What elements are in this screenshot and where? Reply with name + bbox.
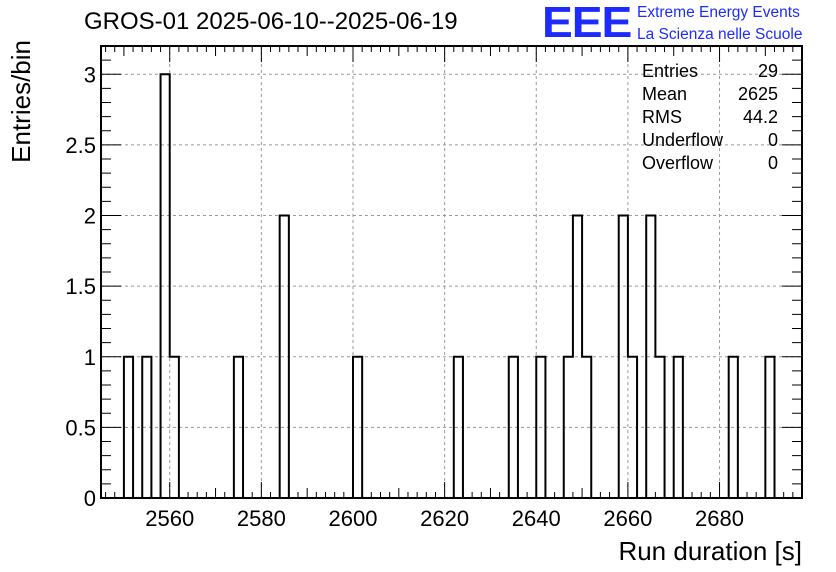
axes bbox=[100, 45, 803, 499]
stats-label: Underflow bbox=[642, 130, 724, 150]
eee-logo-mark: EEE bbox=[542, 0, 632, 47]
histogram-bars bbox=[101, 73, 802, 499]
y-tick-label: 2 bbox=[84, 204, 96, 229]
x-tick-label: 2660 bbox=[603, 506, 652, 531]
y-tick-label: 1.5 bbox=[65, 274, 96, 299]
x-tick-label: 2580 bbox=[237, 506, 286, 531]
y-tick-label: 3 bbox=[84, 62, 96, 87]
stats-value: 29 bbox=[758, 61, 778, 81]
stats-value: 44.2 bbox=[743, 107, 778, 127]
x-tick-label: 2600 bbox=[329, 506, 378, 531]
histogram-bin bbox=[161, 74, 170, 498]
x-tick-label: 2620 bbox=[420, 506, 469, 531]
histogram-bin bbox=[729, 357, 738, 498]
stats-label: RMS bbox=[642, 107, 682, 127]
y-tick-label: 1 bbox=[84, 345, 96, 370]
histogram-bin bbox=[674, 357, 683, 498]
logo-line-2: La Scienza nelle Scuole bbox=[637, 26, 803, 43]
stats-box: Entries 29 Mean 2625 RMS 44.2 Underflow 0 Overfl… bbox=[642, 61, 778, 173]
stats-value: 0 bbox=[768, 130, 778, 150]
histogram-bin bbox=[564, 357, 573, 498]
histogram-bin bbox=[536, 357, 545, 498]
logo-line-1: Extreme Energy Events bbox=[637, 4, 800, 21]
histogram-bin bbox=[582, 357, 591, 498]
eee-logo: EEE Extreme Energy Events La Scienza nel… bbox=[542, 0, 834, 47]
histogram-bin bbox=[619, 216, 628, 499]
histogram-bin bbox=[353, 357, 362, 498]
histogram-bin bbox=[765, 357, 774, 498]
y-tick-label: 0.5 bbox=[65, 415, 96, 440]
stats-value: 2625 bbox=[738, 84, 778, 104]
histogram-bin bbox=[454, 357, 463, 498]
chart-title: GROS-01 2025-06-10--2025-06-19 bbox=[84, 8, 458, 35]
y-axis-label: Entries/bin bbox=[6, 40, 36, 163]
histogram-bin bbox=[280, 216, 289, 499]
histogram-bin bbox=[573, 216, 582, 499]
plot-frame bbox=[100, 45, 803, 499]
x-tick-label: 2640 bbox=[512, 506, 561, 531]
histogram-bin bbox=[646, 216, 655, 499]
x-tick-label: 2680 bbox=[695, 506, 744, 531]
x-tick-label: 2560 bbox=[145, 506, 194, 531]
tick-labels: 2560 2580 2600 2620 2640 2660 2680 0 0.5 1 1.5 2 2.5… bbox=[65, 62, 744, 531]
histogram-bin bbox=[655, 357, 664, 498]
grid bbox=[101, 46, 802, 498]
histogram-bin bbox=[170, 357, 179, 498]
y-tick-label: 0 bbox=[84, 486, 96, 511]
histogram-bin bbox=[124, 357, 133, 498]
histogram-bin bbox=[509, 357, 518, 498]
stats-label: Overflow bbox=[642, 153, 714, 173]
tick-marks bbox=[101, 45, 803, 499]
stats-value: 0 bbox=[768, 153, 778, 173]
x-axis-label: Run duration [s] bbox=[618, 536, 802, 566]
stats-label: Entries bbox=[642, 61, 698, 81]
histogram-bin bbox=[628, 357, 637, 498]
histogram-outline bbox=[101, 73, 802, 499]
histogram-bin bbox=[234, 357, 243, 498]
stats-label: Mean bbox=[642, 84, 687, 104]
histogram-bin bbox=[142, 357, 151, 498]
y-tick-label: 2.5 bbox=[65, 133, 96, 158]
